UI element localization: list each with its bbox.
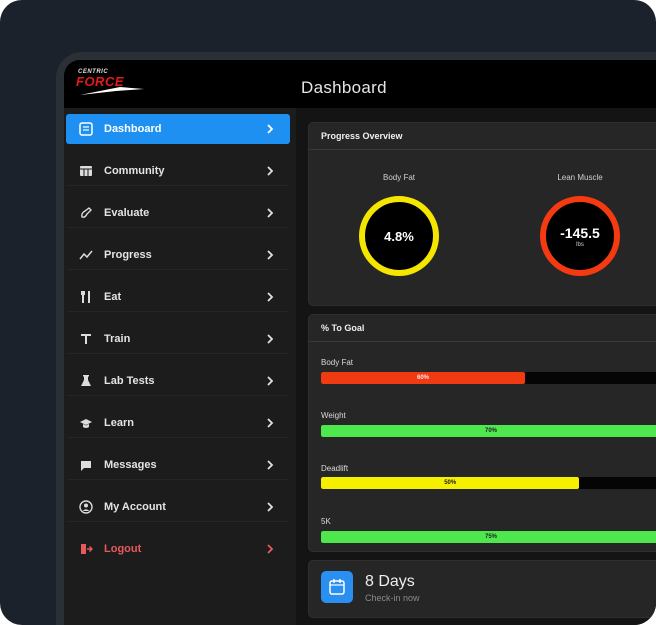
page-title: Dashboard [301,78,387,97]
evaluate-icon [78,205,94,221]
sidebar: Dashboard Community Evaluate [64,108,296,625]
chevron-right-icon [264,165,276,176]
goal-progress-title: % To Goal [321,323,365,333]
chevron-right-icon [264,124,276,134]
graduation-cap-icon [78,415,94,431]
goal-progress-card: % To Goal Body Fat 60% Weight 70% Deadli… [308,314,656,552]
sidebar-item-label: Messages [104,458,157,471]
goal-bar-fill: 50% [321,477,580,489]
brand-logo[interactable]: CENTRIC FORCE [76,69,148,99]
sidebar-item-eat[interactable]: Eat [66,282,290,312]
sidebar-item-label: Lab Tests [104,374,155,387]
lean-muscle-gauge-value: -145.5 [560,224,600,241]
chevron-right-icon [264,291,276,302]
chevron-right-icon [264,459,276,470]
chevron-right-icon [264,333,276,344]
sidebar-item-label: Train [104,332,131,345]
goal-bar-5k[interactable]: 75% [321,531,656,543]
sidebar-item-label: Eat [104,290,122,303]
body-fat-gauge[interactable]: 4.8% [359,196,439,276]
sidebar-item-community[interactable]: Community [66,156,290,186]
brand-small-text: CENTRIC [78,69,109,75]
goal-bar-percent: 75% [484,534,497,540]
goal-bar-deadlift[interactable]: 50% [321,477,656,489]
goal-label-5k: 5K [321,517,331,526]
chevron-right-icon [264,249,276,260]
goal-label-deadlift: Deadlift [321,464,349,473]
sidebar-item-label: Evaluate [104,206,150,219]
sidebar-item-dashboard[interactable]: Dashboard [66,114,290,144]
progress-overview-title: Progress Overview [321,131,403,141]
progress-icon [78,247,94,263]
chevron-right-icon [264,544,276,554]
checkin-subtitle[interactable]: Check-in now [365,593,420,603]
logout-icon [78,541,94,557]
community-icon [78,163,94,179]
sidebar-item-label: Logout [104,543,142,555]
sidebar-item-label: Community [104,164,165,177]
chat-icon [78,457,94,473]
checkin-days: 8 Days [365,573,415,590]
dashboard-icon [78,121,94,137]
sidebar-item-label: Learn [104,416,134,429]
calendar-icon [321,571,353,603]
sidebar-item-evaluate[interactable]: Evaluate [66,198,290,228]
divider [309,341,656,342]
brand-main-text: FORCE [76,74,124,89]
body-fat-gauge-label: Body Fat [382,173,415,182]
sidebar-item-label: Dashboard [104,123,162,135]
sidebar-item-logout[interactable]: Logout [66,534,290,564]
sidebar-item-learn[interactable]: Learn [66,408,290,438]
utensils-icon [78,289,94,305]
chevron-right-icon [264,207,276,218]
sidebar-item-messages[interactable]: Messages [66,450,290,480]
user-icon [78,499,94,515]
goal-label-body-fat: Body Fat [321,358,354,367]
divider [309,149,656,150]
lean-muscle-gauge-label: Lean Muscle [557,173,603,182]
goal-bar-fill: 75% [321,531,656,543]
goal-bar-weight[interactable]: 70% [321,425,656,437]
sidebar-item-progress[interactable]: Progress [66,240,290,270]
goal-bar-percent: 70% [484,428,497,434]
body-fat-gauge-value: 4.8% [384,228,414,244]
logo-swoosh-icon [80,87,144,95]
goal-bar-body-fat[interactable]: 60% [321,372,656,384]
goal-label-weight: Weight [321,411,346,420]
lean-muscle-gauge-unit: lbs [576,241,584,248]
sidebar-item-train[interactable]: Train [66,324,290,354]
app-screen: CENTRIC FORCE Dashboard Dashboard [64,60,656,625]
goal-bar-percent: 50% [444,480,457,486]
goal-bar-percent: 60% [416,375,429,381]
chevron-right-icon [264,501,276,512]
sidebar-item-label: Progress [104,248,152,261]
sidebar-item-my-account[interactable]: My Account [66,492,290,522]
sidebar-item-lab-tests[interactable]: Lab Tests [66,366,290,396]
checkin-card[interactable]: 8 Days Check-in now [308,560,656,618]
progress-overview-card: Progress Overview Body Fat 4.8% Lean Mus… [308,122,656,306]
flask-icon [78,373,94,389]
dumbbell-icon [78,331,94,347]
top-bar: CENTRIC FORCE Dashboard [64,60,656,108]
goal-bar-fill: 70% [321,425,656,437]
sidebar-item-label: My Account [104,500,166,513]
chevron-right-icon [264,417,276,428]
goal-bar-fill: 60% [321,372,525,384]
lean-muscle-gauge[interactable]: -145.5 lbs [540,196,620,276]
chevron-right-icon [264,375,276,386]
